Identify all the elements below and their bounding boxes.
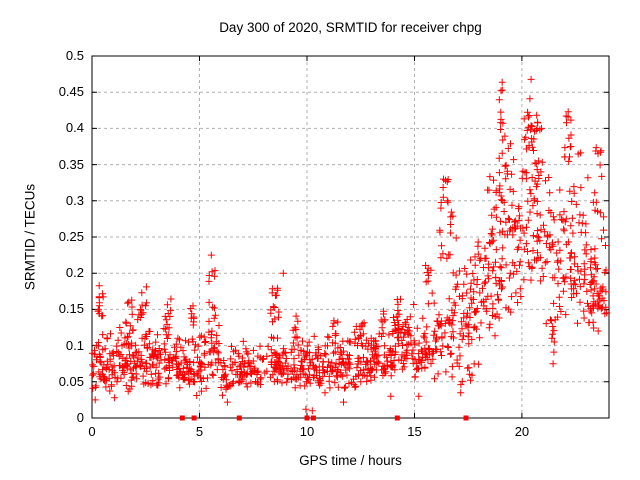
zero-marker-square — [394, 415, 400, 421]
y-tick-label: 0 — [76, 410, 84, 425]
grid-lines — [92, 56, 609, 418]
y-tick-label: 0.1 — [65, 337, 84, 353]
y-tick-label: 0.2 — [65, 265, 84, 281]
plot-border — [91, 55, 610, 419]
chart-title: Day 300 of 2020, SRMTID for receiver chp… — [219, 20, 482, 35]
x-tick-label: 10 — [299, 424, 315, 439]
x-tick-label: 20 — [514, 424, 530, 439]
y-tick-label: 0.3 — [65, 192, 84, 208]
data-points — [88, 75, 611, 415]
zero-marker-square — [304, 415, 310, 421]
zero-marker-square — [179, 415, 185, 421]
zero-marker-square — [191, 415, 197, 421]
x-tick-label: 5 — [195, 424, 204, 439]
zero-marker-square — [310, 415, 316, 421]
x-tick-label: 0 — [88, 424, 96, 439]
y-tick-label: 0.4 — [65, 120, 84, 136]
x-tick-label: 15 — [407, 424, 422, 439]
y-tick-label: 0.05 — [58, 373, 84, 389]
zero-marker-square — [463, 415, 469, 421]
y-tick-label: 0.25 — [58, 229, 84, 244]
y-tick-label: 0.15 — [58, 301, 84, 317]
x-axis-label: GPS time / hours — [299, 453, 402, 468]
y-tick-label: 0.5 — [65, 48, 84, 63]
y-tick-label: 0.45 — [58, 84, 84, 100]
zero-marker-squares — [179, 415, 469, 421]
y-tick-label: 0.35 — [58, 156, 84, 172]
zero-marker-square — [236, 415, 242, 421]
